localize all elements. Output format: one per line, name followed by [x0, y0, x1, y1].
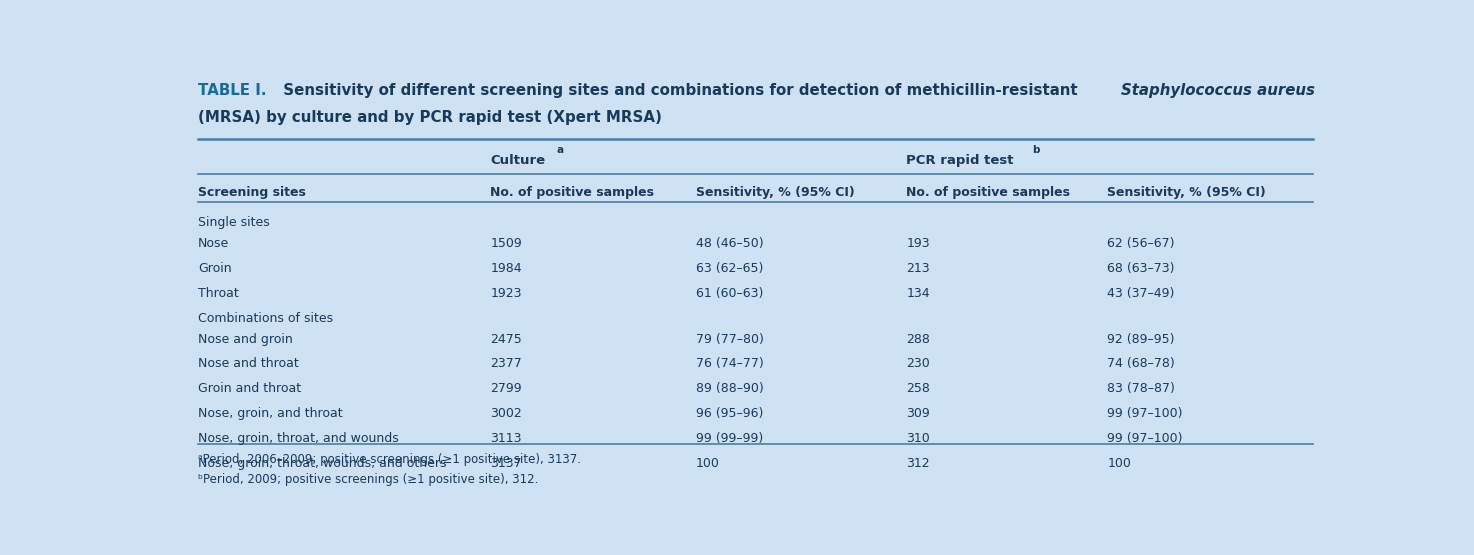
Text: 99 (97–100): 99 (97–100)	[1107, 407, 1182, 420]
Text: Sensitivity, % (95% CI): Sensitivity, % (95% CI)	[1107, 186, 1266, 199]
Text: Nose and throat: Nose and throat	[198, 357, 299, 370]
Text: 89 (88–90): 89 (88–90)	[696, 382, 764, 395]
Text: Nose, groin, and throat: Nose, groin, and throat	[198, 407, 342, 420]
Text: Combinations of sites: Combinations of sites	[198, 311, 333, 325]
Text: 100: 100	[1107, 457, 1131, 470]
Text: 193: 193	[907, 237, 930, 250]
Text: 83 (78–87): 83 (78–87)	[1107, 382, 1175, 395]
Text: 2475: 2475	[491, 332, 522, 346]
Text: No. of positive samples: No. of positive samples	[491, 186, 654, 199]
Text: Sensitivity of different screening sites and combinations for detection of methi: Sensitivity of different screening sites…	[279, 83, 1083, 98]
Text: 134: 134	[907, 287, 930, 300]
Text: ᵇPeriod, 2009; positive screenings (≥1 positive site), 312.: ᵇPeriod, 2009; positive screenings (≥1 p…	[198, 473, 538, 486]
Text: 309: 309	[907, 407, 930, 420]
Text: 1984: 1984	[491, 262, 522, 275]
Text: 99 (97–100): 99 (97–100)	[1107, 432, 1182, 445]
Text: 79 (77–80): 79 (77–80)	[696, 332, 764, 346]
Text: 63 (62–65): 63 (62–65)	[696, 262, 764, 275]
Text: 312: 312	[907, 457, 930, 470]
Text: 68 (63–73): 68 (63–73)	[1107, 262, 1175, 275]
Text: 96 (95–96): 96 (95–96)	[696, 407, 764, 420]
Text: b: b	[1032, 145, 1039, 155]
Text: No. of positive samples: No. of positive samples	[907, 186, 1070, 199]
Text: Nose and groin: Nose and groin	[198, 332, 293, 346]
Text: 62 (56–67): 62 (56–67)	[1107, 237, 1175, 250]
Text: 1509: 1509	[491, 237, 522, 250]
Text: Nose: Nose	[198, 237, 230, 250]
Text: Throat: Throat	[198, 287, 239, 300]
Text: 48 (46–50): 48 (46–50)	[696, 237, 764, 250]
Text: 230: 230	[907, 357, 930, 370]
Text: (MRSA) by culture and by PCR rapid test (Xpert MRSA): (MRSA) by culture and by PCR rapid test …	[198, 110, 662, 125]
Text: 61 (60–63): 61 (60–63)	[696, 287, 764, 300]
Text: Single sites: Single sites	[198, 216, 270, 229]
Text: Staphylococcus aureus: Staphylococcus aureus	[1120, 83, 1315, 98]
Text: PCR rapid test: PCR rapid test	[907, 154, 1014, 167]
Text: 258: 258	[907, 382, 930, 395]
Text: Nose, groin, throat, and wounds: Nose, groin, throat, and wounds	[198, 432, 398, 445]
Text: Nose, groin, throat, wounds, and others: Nose, groin, throat, wounds, and others	[198, 457, 447, 470]
Text: 310: 310	[907, 432, 930, 445]
Text: 76 (74–77): 76 (74–77)	[696, 357, 764, 370]
Text: 2377: 2377	[491, 357, 522, 370]
Text: 92 (89–95): 92 (89–95)	[1107, 332, 1175, 346]
Text: 213: 213	[907, 262, 930, 275]
Text: 3113: 3113	[491, 432, 522, 445]
Text: ᵃPeriod, 2006–2009; positive screenings (≥1 positive site), 3137.: ᵃPeriod, 2006–2009; positive screenings …	[198, 453, 581, 466]
Text: Groin: Groin	[198, 262, 231, 275]
Text: 43 (37–49): 43 (37–49)	[1107, 287, 1175, 300]
Text: 2799: 2799	[491, 382, 522, 395]
Text: Culture: Culture	[491, 154, 545, 167]
Text: 3002: 3002	[491, 407, 522, 420]
Text: Sensitivity, % (95% CI): Sensitivity, % (95% CI)	[696, 186, 855, 199]
Text: 100: 100	[696, 457, 719, 470]
Text: 288: 288	[907, 332, 930, 346]
Text: Groin and throat: Groin and throat	[198, 382, 301, 395]
Text: a: a	[557, 145, 563, 155]
Text: 1923: 1923	[491, 287, 522, 300]
Text: 99 (99–99): 99 (99–99)	[696, 432, 764, 445]
Text: 74 (68–78): 74 (68–78)	[1107, 357, 1175, 370]
Text: Screening sites: Screening sites	[198, 186, 305, 199]
Text: 3137: 3137	[491, 457, 522, 470]
Text: TABLE I.: TABLE I.	[198, 83, 267, 98]
